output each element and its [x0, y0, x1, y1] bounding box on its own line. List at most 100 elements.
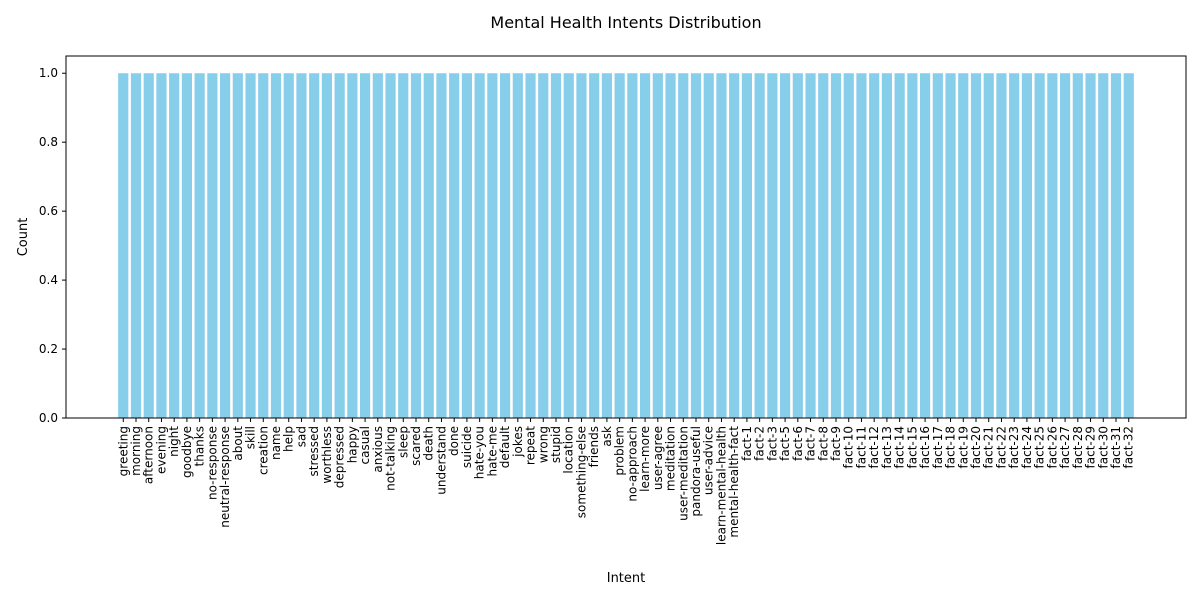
bar-fact-21 — [983, 73, 994, 419]
x-tick-label: fact-24 — [1020, 426, 1034, 468]
bar-ask — [601, 73, 612, 419]
bar-sleep — [398, 73, 409, 419]
x-tick-label: stupid — [549, 426, 563, 463]
bar-fact-25 — [1034, 73, 1045, 419]
bar-casual — [360, 73, 371, 419]
bar-repeat — [525, 73, 536, 419]
x-tick-label: wrong — [536, 426, 550, 463]
bar-fact-29 — [1085, 73, 1096, 419]
bar-pandora-useful — [690, 73, 702, 419]
x-tick-label: name — [269, 426, 283, 460]
bar-fact-15 — [907, 73, 918, 419]
bar-user-agree — [652, 73, 663, 419]
bar-skill — [245, 73, 256, 419]
x-tick-label: help — [282, 426, 296, 452]
bar-user-advice — [703, 73, 714, 419]
bar-fact-27 — [1060, 73, 1071, 419]
bar-creation — [258, 73, 269, 419]
bar-understand — [436, 73, 447, 419]
x-tick-label: jokes — [511, 426, 525, 458]
bar-fact-24 — [1021, 73, 1032, 419]
x-tick-label: fact-17 — [931, 426, 945, 468]
x-tick-label: fact-32 — [1122, 426, 1136, 468]
bar-thanks — [194, 73, 205, 419]
bar-fact-11 — [856, 73, 867, 419]
x-tick-label: scared — [409, 426, 423, 466]
x-tick-label: pandora-useful — [689, 426, 703, 517]
x-tick-label: user-agree — [651, 426, 665, 490]
x-tick-label: default — [498, 426, 512, 469]
bar-fact-26 — [1047, 73, 1058, 419]
x-tick-label: stressed — [307, 426, 321, 477]
x-tick-label: fact-2 — [753, 426, 767, 461]
bar-fact-32 — [1123, 73, 1134, 419]
x-tick-label: location — [562, 426, 576, 474]
bar-fact-1 — [741, 73, 752, 419]
x-tick-label: anxious — [371, 426, 385, 473]
bar-night — [169, 73, 180, 419]
x-tick-label: fact-19 — [956, 426, 970, 468]
bar-problem — [614, 73, 625, 419]
bar-fact-19 — [958, 73, 969, 419]
x-tick-label: fact-1 — [740, 426, 754, 461]
bars-group — [118, 73, 1134, 419]
x-tick-label: understand — [434, 426, 448, 495]
x-tick-label: fact-16 — [918, 426, 932, 468]
x-tick-label: creation — [256, 426, 270, 475]
x-tick-label: fact-21 — [982, 426, 996, 468]
y-tick-label: 0.2 — [39, 342, 58, 356]
x-tick-label: casual — [358, 426, 372, 465]
bar-fact-22 — [996, 73, 1007, 419]
x-tick-label: sleep — [396, 426, 410, 458]
x-tick-label: fact-8 — [816, 426, 830, 461]
bar-learn-mental-health — [716, 73, 727, 419]
bar-fact-13 — [881, 73, 892, 419]
x-tick-label: friends — [587, 426, 601, 467]
bar-sad — [296, 73, 307, 419]
bar-learn-more — [640, 73, 651, 419]
bar-fact-30 — [1098, 73, 1109, 419]
bar-evening — [156, 73, 167, 419]
x-tick-label: neutral-response — [218, 426, 232, 528]
bar-hate-me — [487, 73, 498, 419]
bar-about — [232, 73, 243, 419]
x-tick-label: fact-29 — [1084, 426, 1098, 468]
x-tick-label: fact-25 — [1033, 426, 1047, 468]
x-tick-label: fact-14 — [893, 426, 907, 468]
x-tick-label: fact-28 — [1071, 426, 1085, 468]
x-tick-label: no-response — [205, 426, 219, 500]
x-tick-label: problem — [613, 426, 627, 476]
y-tick-label: 0.6 — [39, 204, 58, 218]
bar-wrong — [538, 73, 549, 419]
bar-morning — [130, 73, 142, 419]
x-tick-label: fact-18 — [944, 426, 958, 468]
bar-fact-5 — [780, 73, 791, 419]
x-tick-label: fact-13 — [880, 426, 894, 468]
x-tick-label: about — [231, 426, 245, 461]
bar-fact-9 — [830, 73, 842, 419]
bar-done — [449, 73, 460, 419]
y-tick-label: 0.0 — [39, 411, 58, 425]
x-tick-label: thanks — [193, 426, 207, 466]
bar-stupid — [550, 73, 562, 419]
bar-no-response — [207, 73, 218, 419]
x-tick-label: fact-11 — [854, 426, 868, 468]
bar-fact-3 — [767, 73, 778, 419]
bar-fact-20 — [970, 73, 982, 419]
bar-death — [423, 73, 434, 419]
x-tick-label: fact-9 — [829, 426, 843, 461]
bar-fact-10 — [843, 73, 854, 419]
chart-title: Mental Health Intents Distribution — [490, 13, 761, 32]
bar-fact-2 — [754, 73, 765, 419]
bar-something-else — [576, 73, 587, 419]
x-tick-label: repeat — [524, 426, 538, 465]
x-axis-label: Intent — [607, 571, 646, 586]
x-axis: greetingmorningafternooneveningnightgood… — [116, 418, 1136, 545]
bar-fact-7 — [805, 73, 816, 419]
x-tick-label: fact-12 — [867, 426, 881, 468]
bar-fact-18 — [945, 73, 956, 419]
x-tick-label: fact-7 — [804, 426, 818, 461]
x-tick-label: death — [422, 426, 436, 461]
x-tick-label: learn-more — [638, 426, 652, 492]
